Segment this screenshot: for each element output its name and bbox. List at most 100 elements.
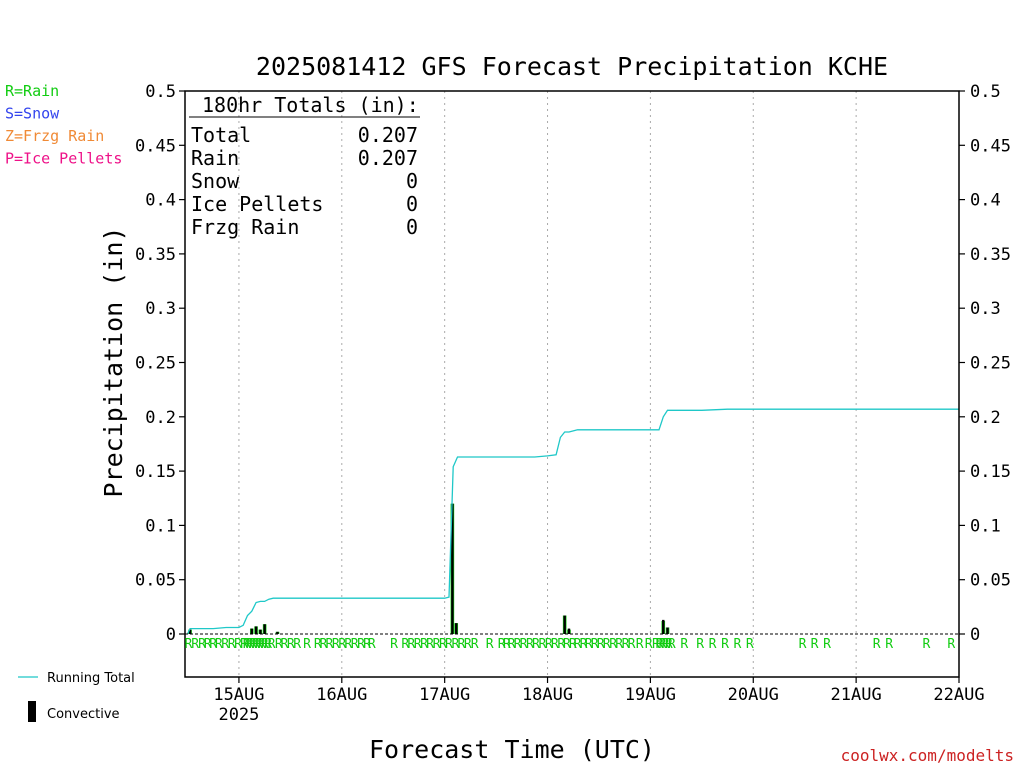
ptype-marker-rain: R	[191, 637, 199, 652]
ptype-marker-rain: R	[261, 637, 269, 652]
ptype-marker-rain: R	[514, 637, 522, 652]
y-tick-label-right: 0.45	[970, 136, 1011, 156]
ptype-marker-rain: R	[733, 637, 741, 652]
convective-bar	[276, 631, 279, 634]
y-tick-label-left: 0.4	[145, 191, 176, 211]
totals-row-value: 0	[406, 192, 418, 216]
ptype-legend-item: Z=Frzg Rain	[5, 127, 104, 145]
totals-row-label: Total	[191, 123, 251, 147]
ptype-marker-rain: R	[338, 637, 346, 652]
x-tick-label: 17AUG	[419, 685, 470, 705]
ptype-marker-rain: R	[563, 637, 571, 652]
convective-bars	[188, 503, 670, 634]
ptype-marker-rain: R	[680, 637, 688, 652]
y-tick-label-left: 0.5	[145, 82, 176, 102]
ptype-marker-rain: R	[390, 637, 398, 652]
ptype-marker-rain: R	[264, 637, 272, 652]
ptype-marker-rain: R	[426, 637, 434, 652]
ptype-marker-rain: R	[591, 637, 599, 652]
ptype-marker-rain: R	[503, 637, 511, 652]
y-tick-label-left: 0.2	[145, 408, 176, 428]
ptype-marker-rain: R	[457, 637, 465, 652]
ptype-marker-rain: R	[668, 637, 676, 652]
ptype-marker-rain: R	[249, 637, 257, 652]
ptype-marker-rain: R	[520, 637, 528, 652]
totals-row-label: Frzg Rain	[191, 215, 299, 239]
ptype-marker-rain: R	[661, 637, 669, 652]
ptype-marker-rain: R	[923, 637, 931, 652]
ptype-marker-rain: R	[255, 637, 263, 652]
totals-row-label: Snow	[191, 169, 240, 193]
y-tick-label-right: 0.1	[970, 516, 1001, 536]
ptype-marker-rain: R	[603, 637, 611, 652]
ptype-marker-rain: R	[636, 637, 644, 652]
ptype-marker-rain: R	[204, 637, 212, 652]
ptype-marker-rain: R	[645, 637, 653, 652]
ptype-marker-rain: R	[609, 637, 617, 652]
ptype-marker-rain: R	[293, 637, 301, 652]
ptype-marker-rain: R	[184, 637, 192, 652]
ptype-marker-rain: R	[420, 637, 428, 652]
ptype-marker-rain: R	[746, 637, 754, 652]
ptype-marker-rain: R	[303, 637, 311, 652]
y-tick-label-left: 0.35	[135, 245, 176, 265]
plot-frame	[184, 90, 960, 678]
ptype-marker-rain: R	[344, 637, 352, 652]
ptype-marker-rain: R	[368, 637, 376, 652]
y-tick-label-right: 0.5	[970, 82, 1001, 102]
ptype-marker-rain: R	[209, 637, 217, 652]
chart-title: 2025081412 GFS Forecast Precipitation KC…	[256, 52, 888, 81]
ptype-marker-rain: R	[451, 637, 459, 652]
y-tick-label-left: 0.05	[135, 571, 176, 591]
ptype-marker-rain: R	[258, 637, 266, 652]
ptype-marker-rain: R	[407, 637, 415, 652]
ptype-marker-rain: R	[439, 637, 447, 652]
ptype-legend-item: S=Snow	[5, 105, 60, 123]
running-total-path	[186, 408, 959, 635]
ptype-marker-rain: R	[433, 637, 441, 652]
ptype-legend-item: P=Ice Pellets	[5, 150, 122, 168]
y-tick-label-right: 0.2	[970, 408, 1001, 428]
ptype-marker-rain: R	[799, 637, 807, 652]
ptype-marker-rain: R	[215, 637, 223, 652]
y-tick-label-right: 0.3	[970, 299, 1001, 319]
legend-bar-swatch	[28, 701, 36, 722]
totals-box: 180hr Totals (in): Total 0.207 Rain 0.207 Sn…	[189, 93, 420, 239]
convective-bar	[662, 619, 665, 634]
x-tick-label: 22AUG	[933, 685, 984, 705]
ptype-marker-rain: R	[234, 637, 242, 652]
y-tick-label-right: 0.05	[970, 571, 1011, 591]
y-tick-label-right: 0	[970, 625, 980, 645]
ptype-marker-rain: R	[332, 637, 340, 652]
x-tick-sublabel: 2025	[218, 705, 259, 725]
y-tick-label-left: 0.1	[145, 516, 176, 536]
ptype-marker-rain: R	[246, 637, 254, 652]
ptype-marker-rain: R	[655, 637, 663, 652]
convective-bar	[250, 628, 253, 634]
ptype-marker-rain: R	[351, 637, 359, 652]
ptype-marker-rain: R	[486, 637, 494, 652]
totals-row-label: Ice Pellets	[191, 192, 323, 216]
precip-type-legend: R=Rain S=Snow Z=Frzg Rain P=Ice Pellets	[5, 82, 122, 168]
ptype-marker-rain: R	[508, 637, 516, 652]
ptype-marker-rain: R	[498, 637, 506, 652]
ptype-marker-rain: R	[363, 637, 371, 652]
ptype-marker-rain: R	[585, 637, 593, 652]
ptype-marker-rain: R	[280, 637, 288, 652]
x-tick-label: 15AUG	[213, 685, 264, 705]
ptype-marker-rain: R	[709, 637, 717, 652]
y-tick-label-left: 0.25	[135, 354, 176, 374]
y-tick-label-right: 0.25	[970, 354, 1011, 374]
x-tick-label: 21AUG	[831, 685, 882, 705]
ptype-marker-rain: R	[811, 637, 819, 652]
ptype-marker-rain: R	[557, 637, 565, 652]
ptype-marker-rain: R	[228, 637, 236, 652]
ptype-marker-rain: R	[314, 637, 322, 652]
ptype-marker-rain: R	[252, 637, 260, 652]
convective-bar	[259, 629, 262, 634]
y-tick-label-left: 0	[166, 625, 176, 645]
ptype-marker-rain: R	[532, 637, 540, 652]
convective-bar	[666, 627, 669, 634]
